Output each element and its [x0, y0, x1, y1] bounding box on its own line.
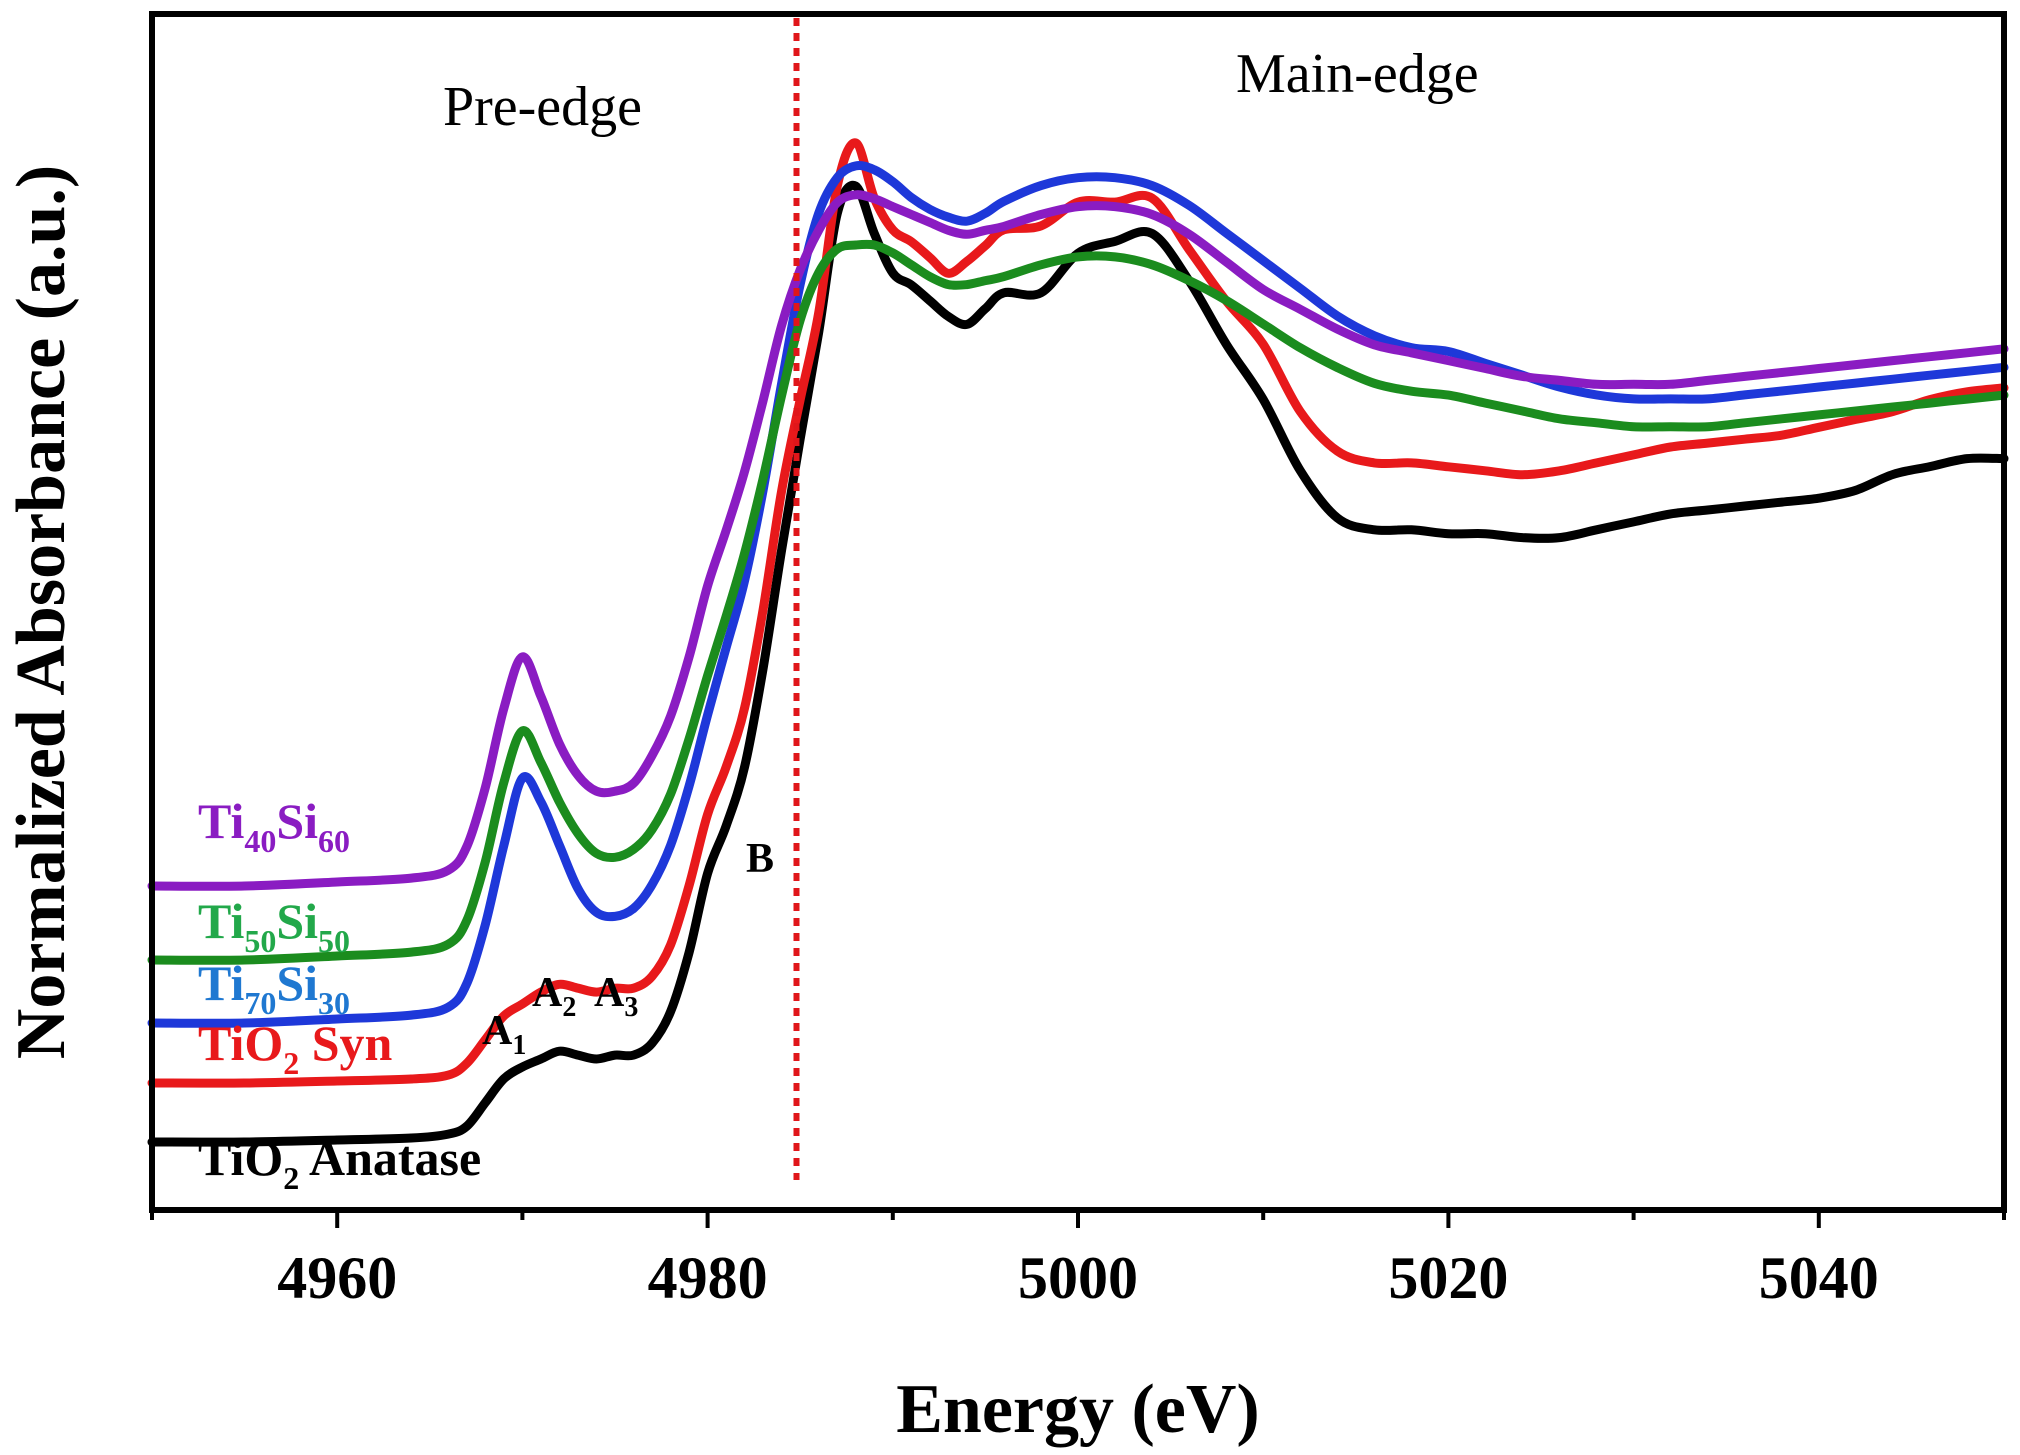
peak-label-a3: A3 — [594, 970, 638, 1023]
x-tick-label-5040: 5040 — [1759, 1245, 1879, 1311]
series-label-tio2-anatase: TiO2 Anatase — [198, 1130, 481, 1196]
pre-edge-annotation: Pre-edge — [443, 76, 642, 138]
series-line-ti50si50 — [147, 239, 2009, 965]
main-edge-annotation: Main-edge — [1236, 43, 1479, 105]
series-label-ti40si60: Ti40Si60 — [198, 793, 350, 859]
x-axis-label: Energy (eV) — [896, 1371, 1260, 1448]
series-line-tio2-anatase — [147, 180, 2009, 1147]
series-label-ti50si50: Ti50Si50 — [198, 893, 350, 959]
series-line-ti40si60 — [147, 190, 2009, 891]
peak-label-b: B — [746, 836, 774, 882]
x-axis-ticks: 4960 4980 5000 5020 5040 — [150, 1210, 2006, 1311]
series-line-tio2-syn — [147, 138, 2009, 1088]
series-label-ti70si30: Ti70Si30 — [198, 955, 350, 1021]
y-axis-label: Normalized Absorbance (a.u.) — [3, 165, 80, 1059]
series-line-ti70si30 — [147, 161, 2009, 1028]
series-label-tio2-syn: TiO2 Syn — [198, 1015, 393, 1081]
series-curves — [147, 138, 2009, 1147]
x-tick-label-4980: 4980 — [648, 1245, 768, 1311]
x-tick-label-5020: 5020 — [1388, 1245, 1508, 1311]
plot-frame — [149, 11, 2007, 1213]
x-tick-label-4960: 4960 — [277, 1245, 397, 1311]
x-tick-label-5000: 5000 — [1018, 1245, 1138, 1311]
peak-label-a1: A1 — [482, 1008, 526, 1061]
peak-label-a2: A2 — [532, 970, 576, 1023]
